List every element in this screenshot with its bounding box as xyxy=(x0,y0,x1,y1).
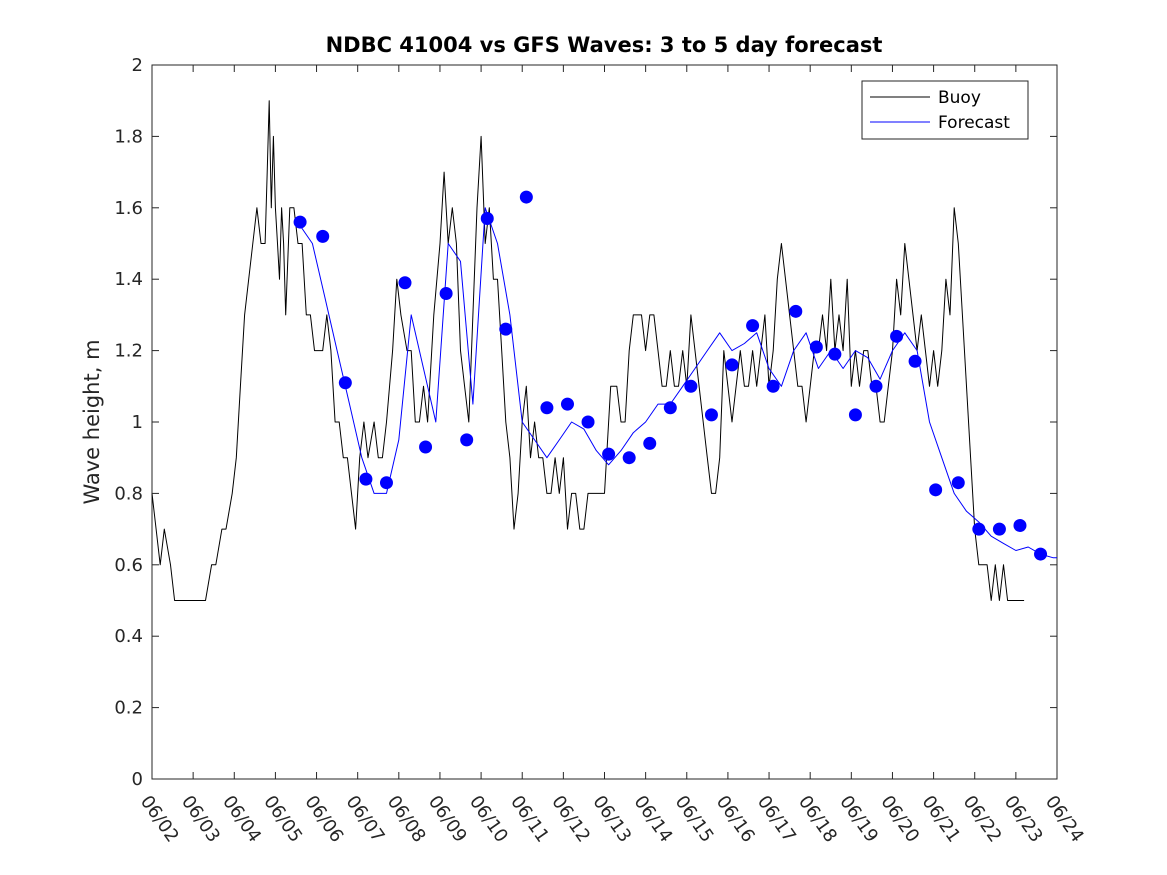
plot-area xyxy=(151,64,1058,780)
forecast-marker xyxy=(663,401,677,415)
y-tick-label: 1.6 xyxy=(114,198,143,219)
forecast-marker xyxy=(869,379,883,393)
forecast-marker xyxy=(419,440,433,454)
y-tick-label: 0.4 xyxy=(114,626,143,647)
y-tick-label: 1.4 xyxy=(114,269,143,290)
legend-label-buoy: Buoy xyxy=(938,88,981,108)
forecast-marker xyxy=(789,304,803,318)
forecast-marker xyxy=(499,322,513,336)
legend-box xyxy=(861,80,1029,140)
y-tick-label: 0.8 xyxy=(114,483,143,504)
forecast-marker xyxy=(809,340,823,354)
forecast-marker xyxy=(828,347,842,361)
forecast-marker xyxy=(602,447,616,461)
y-tick-label: 0.2 xyxy=(114,698,143,719)
forecast-line xyxy=(299,207,1057,559)
forecast-marker xyxy=(540,401,554,415)
y-tick-label: 0 xyxy=(132,769,143,790)
forecast-marker xyxy=(972,522,986,536)
forecast-marker xyxy=(890,329,904,343)
forecast-marker xyxy=(929,483,943,497)
data-layer xyxy=(151,100,1057,601)
y-tick-label: 1.2 xyxy=(114,341,143,362)
forecast-marker xyxy=(992,522,1006,536)
forecast-marker xyxy=(581,415,595,429)
y-tick-label: 1 xyxy=(132,412,143,433)
buoy-line xyxy=(151,100,1025,601)
forecast-marker xyxy=(519,190,533,204)
forecast-marker xyxy=(560,397,574,411)
forecast-marker xyxy=(379,476,393,490)
forecast-marker xyxy=(480,212,494,226)
forecast-marker xyxy=(1013,519,1027,533)
forecast-marker xyxy=(746,319,760,333)
legend: Buoy Forecast xyxy=(861,80,1029,140)
forecast-marker xyxy=(684,379,698,393)
forecast-marker xyxy=(908,354,922,368)
forecast-marker xyxy=(848,408,862,422)
chart-title: NDBC 41004 vs GFS Waves: 3 to 5 day fore… xyxy=(326,33,883,57)
forecast-marker xyxy=(643,436,657,450)
forecast-marker xyxy=(316,229,330,243)
forecast-marker xyxy=(460,433,474,447)
forecast-marker xyxy=(725,358,739,372)
legend-label-forecast: Forecast xyxy=(938,113,1010,133)
forecast-marker xyxy=(439,286,453,300)
y-tick-label: 1.8 xyxy=(114,126,143,147)
forecast-marker xyxy=(951,476,965,490)
forecast-marker xyxy=(766,379,780,393)
forecast-marker xyxy=(622,451,636,465)
forecast-marker xyxy=(293,215,307,229)
forecast-marker xyxy=(398,276,412,290)
y-tick-label: 0.6 xyxy=(114,555,143,576)
y-axis-label: Wave height, m xyxy=(80,339,104,504)
forecast-marker xyxy=(704,408,718,422)
y-tick-label: 2 xyxy=(132,55,143,76)
forecast-marker xyxy=(338,376,352,390)
forecast-marker xyxy=(1034,547,1048,561)
forecast-marker xyxy=(359,472,373,486)
